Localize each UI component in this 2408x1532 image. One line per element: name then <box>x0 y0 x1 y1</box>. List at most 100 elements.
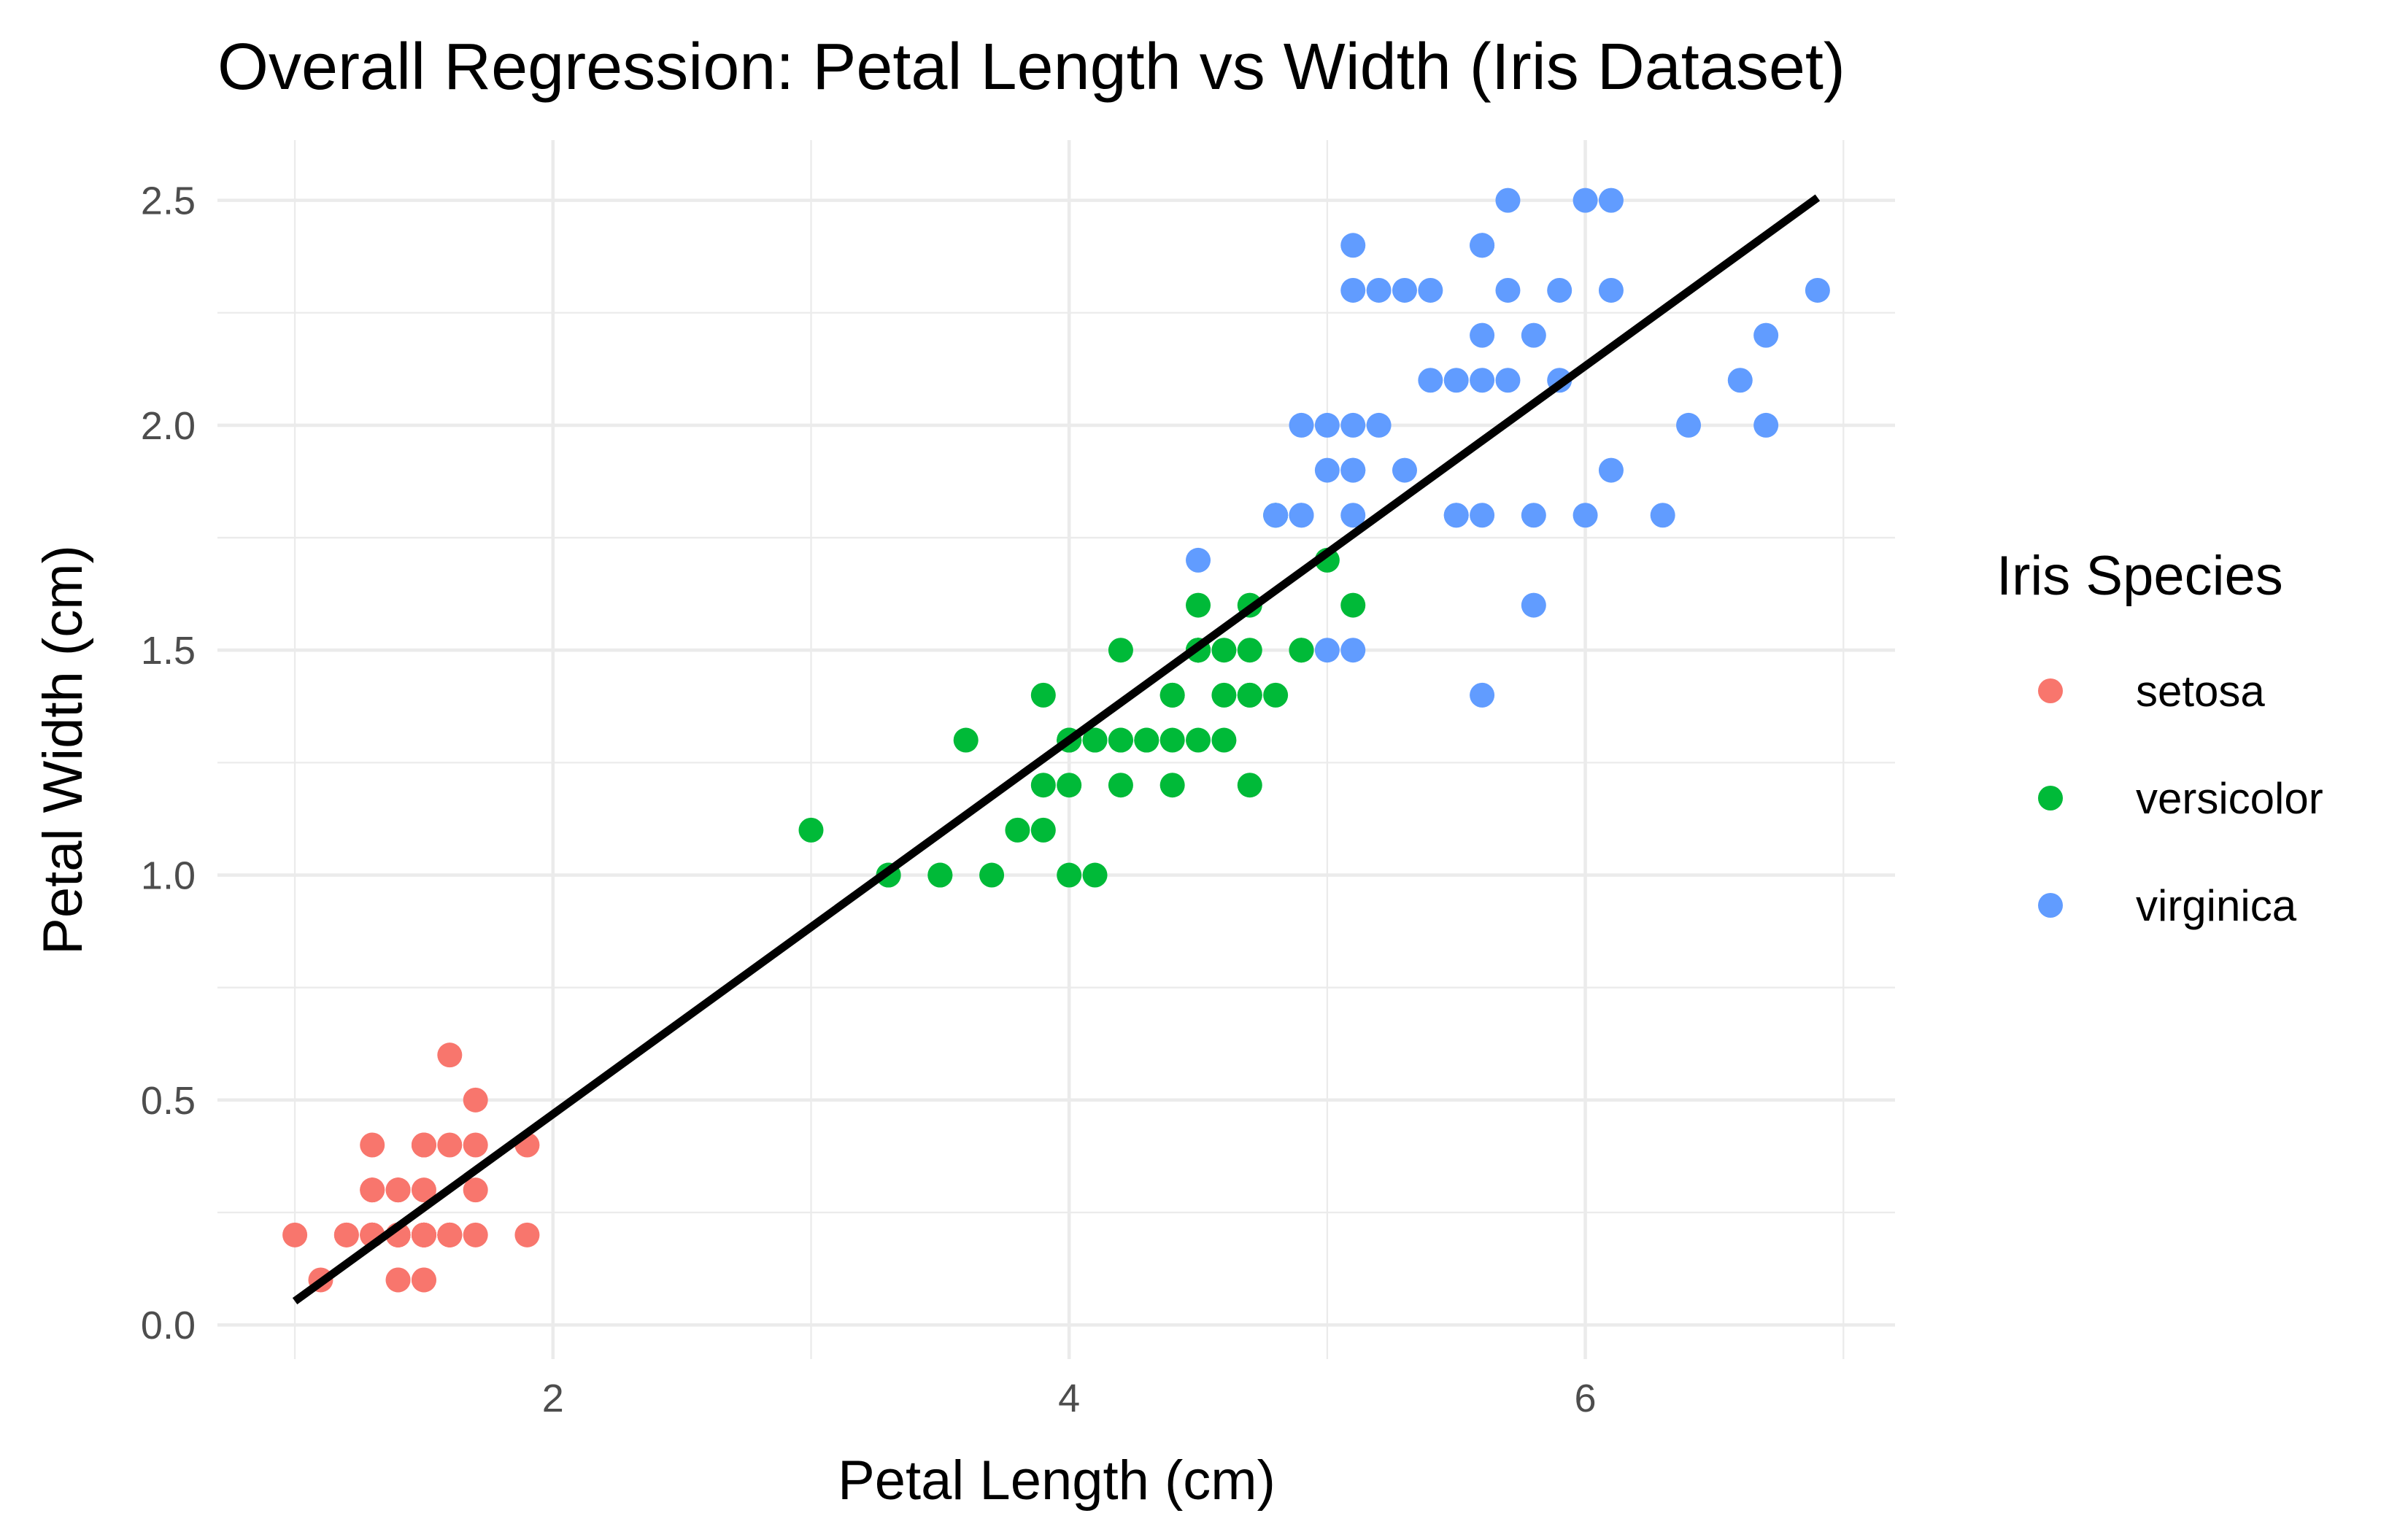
data-point-setosa <box>411 1267 436 1293</box>
y-tick-label: 0.0 <box>141 1304 196 1347</box>
data-point-virginica <box>1289 503 1314 528</box>
data-point-setosa <box>437 1222 463 1247</box>
data-point-virginica <box>1470 233 1495 258</box>
y-tick-label: 2.5 <box>141 179 196 223</box>
data-point-setosa <box>282 1222 308 1247</box>
x-tick-label: 6 <box>1575 1377 1597 1420</box>
data-point-setosa <box>463 1177 488 1203</box>
data-point-versicolor <box>1108 638 1133 663</box>
data-point-virginica <box>1186 547 1211 573</box>
data-point-versicolor <box>1159 773 1185 798</box>
data-point-versicolor <box>1030 773 1056 798</box>
data-point-versicolor <box>927 862 953 888</box>
x-axis-label: Petal Length (cm) <box>838 1450 1276 1512</box>
data-point-versicolor <box>1082 727 1108 753</box>
data-point-versicolor <box>1134 727 1159 753</box>
data-point-setosa <box>463 1222 488 1247</box>
y-tick-label: 1.0 <box>141 854 196 898</box>
legend-key-setosa <box>2038 678 2063 703</box>
chart-title: Overall Regression: Petal Length vs Widt… <box>217 31 1845 104</box>
data-point-virginica <box>1340 457 1366 483</box>
data-point-virginica <box>1572 187 1598 213</box>
data-point-virginica <box>1263 503 1289 528</box>
data-point-versicolor <box>1211 682 1237 708</box>
data-point-virginica <box>1366 412 1392 438</box>
data-point-setosa <box>411 1222 436 1247</box>
data-point-versicolor <box>1030 682 1056 708</box>
y-tick-label: 1.5 <box>141 629 196 673</box>
data-point-virginica <box>1470 322 1495 348</box>
data-point-versicolor <box>1030 817 1056 843</box>
tick-labels: 2 4 6 0.0 0.5 1.0 1.5 2.0 2.5 <box>141 179 1597 1420</box>
legend-label-setosa: setosa <box>2136 667 2265 716</box>
data-point-versicolor <box>1057 773 1082 798</box>
data-point-versicolor <box>1159 727 1185 753</box>
data-point-virginica <box>1547 277 1572 303</box>
data-point-setosa <box>385 1267 411 1293</box>
data-point-virginica <box>1314 638 1340 663</box>
data-point-versicolor <box>1237 638 1262 663</box>
legend-key-versicolor <box>2038 786 2063 811</box>
y-axis-label: Petal Width (cm) <box>32 545 94 955</box>
data-point-versicolor <box>1005 817 1030 843</box>
data-point-virginica <box>1289 412 1314 438</box>
data-point-setosa <box>385 1177 411 1203</box>
data-point-versicolor <box>1211 727 1237 753</box>
data-point-virginica <box>1753 412 1779 438</box>
legend-title: Iris Species <box>1996 545 2283 607</box>
legend: Iris Species setosa versicolor virginica <box>1996 545 2323 930</box>
data-point-setosa <box>411 1132 436 1158</box>
x-tick-label: 2 <box>542 1377 564 1420</box>
data-point-setosa <box>411 1177 436 1203</box>
data-point-versicolor <box>1108 773 1133 798</box>
grid <box>217 140 1895 1359</box>
data-point-virginica <box>1495 187 1521 213</box>
legend-label-virginica: virginica <box>2136 881 2297 930</box>
y-tick-label: 0.5 <box>141 1079 196 1123</box>
data-point-virginica <box>1340 638 1366 663</box>
data-point-virginica <box>1314 457 1340 483</box>
data-point-setosa <box>437 1132 463 1158</box>
data-point-versicolor <box>1237 773 1262 798</box>
data-point-versicolor <box>1057 862 1082 888</box>
data-point-virginica <box>1753 322 1779 348</box>
data-point-virginica <box>1470 682 1495 708</box>
data-point-setosa <box>437 1042 463 1068</box>
data-point-virginica <box>1314 412 1340 438</box>
data-point-versicolor <box>979 862 1005 888</box>
data-point-virginica <box>1418 368 1443 393</box>
data-point-versicolor <box>1186 727 1211 753</box>
data-point-virginica <box>1340 277 1366 303</box>
data-point-virginica <box>1340 233 1366 258</box>
data-point-virginica <box>1470 368 1495 393</box>
data-point-virginica <box>1366 277 1392 303</box>
data-point-versicolor <box>1082 862 1108 888</box>
data-point-virginica <box>1340 503 1366 528</box>
data-point-virginica <box>1598 457 1624 483</box>
data-point-versicolor <box>798 817 824 843</box>
data-point-versicolor <box>1159 682 1185 708</box>
data-point-versicolor <box>1263 682 1289 708</box>
regression-line <box>292 194 1821 1305</box>
data-point-virginica <box>1598 187 1624 213</box>
data-point-setosa <box>333 1222 359 1247</box>
data-point-virginica <box>1676 412 1702 438</box>
data-point-virginica <box>1495 277 1521 303</box>
data-point-setosa <box>463 1132 488 1158</box>
x-tick-label: 4 <box>1058 1377 1080 1420</box>
legend-label-versicolor: versicolor <box>2136 774 2323 823</box>
data-point-virginica <box>1572 503 1598 528</box>
data-point-virginica <box>1392 277 1417 303</box>
data-point-virginica <box>1495 368 1521 393</box>
data-point-versicolor <box>953 727 979 753</box>
data-point-versicolor <box>1211 638 1237 663</box>
y-tick-label: 2.0 <box>141 404 196 448</box>
data-point-setosa <box>360 1132 385 1158</box>
data-point-setosa <box>514 1222 540 1247</box>
data-point-versicolor <box>1289 638 1314 663</box>
data-point-setosa <box>360 1177 385 1203</box>
data-point-virginica <box>1340 412 1366 438</box>
data-point-setosa <box>463 1087 488 1113</box>
data-point-versicolor <box>1186 592 1211 618</box>
